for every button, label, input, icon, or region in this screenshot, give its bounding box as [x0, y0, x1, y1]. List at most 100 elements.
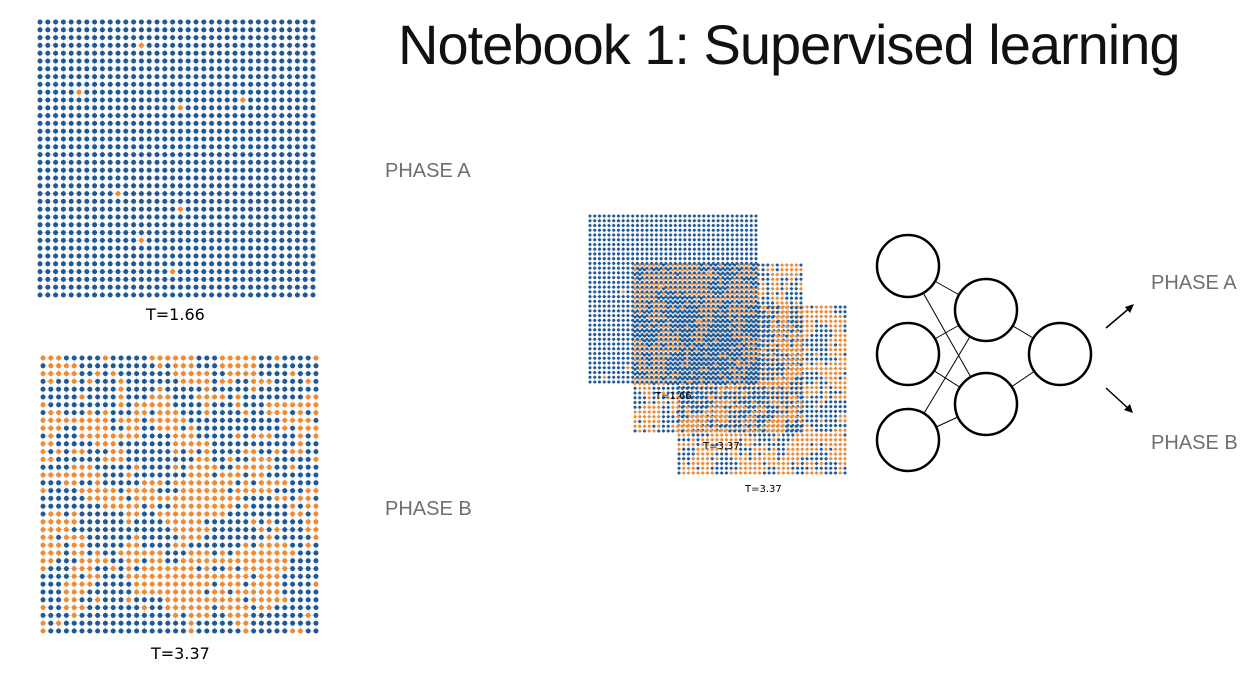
spin-site: [60, 284, 66, 290]
spin-site: [287, 198, 293, 204]
spin-site: [92, 230, 98, 236]
spin-site: [37, 58, 43, 64]
spin-site: [742, 329, 746, 333]
spin-site: [107, 245, 113, 251]
spin-site: [302, 222, 308, 228]
spin-site: [805, 367, 809, 371]
spin-site: [756, 339, 760, 343]
spin-site: [756, 348, 760, 352]
spin-site: [752, 296, 756, 300]
spin-site: [92, 245, 98, 251]
spin-site: [149, 456, 155, 462]
spin-site: [107, 206, 113, 212]
spin-site: [110, 363, 116, 369]
spin-site: [794, 272, 798, 277]
spin-site: [794, 291, 798, 295]
spin-site: [824, 362, 828, 366]
spin-site: [188, 503, 194, 509]
spin-site: [752, 367, 756, 371]
spin-site: [723, 296, 727, 300]
spin-site: [761, 396, 765, 400]
spin-site: [652, 310, 656, 314]
spin-site: [56, 417, 62, 423]
spin-site: [775, 396, 779, 400]
spin-site: [79, 386, 85, 392]
spin-site: [799, 377, 803, 381]
spin-site: [753, 433, 757, 437]
spin-site: [180, 527, 186, 533]
spin-site: [290, 355, 296, 361]
spin-site: [752, 310, 756, 314]
spin-site: [647, 363, 651, 367]
spin-site: [766, 377, 770, 381]
spin-site: [833, 424, 838, 428]
spin-site: [642, 277, 647, 281]
spin-site: [45, 183, 51, 189]
spin-site: [92, 175, 98, 181]
spin-site: [805, 338, 809, 342]
spin-site: [282, 620, 288, 626]
spin-site: [92, 128, 98, 134]
spin-site: [134, 597, 140, 603]
spin-site: [115, 230, 121, 236]
spin-site: [680, 348, 684, 352]
spin-site: [701, 466, 705, 470]
spin-site: [762, 452, 766, 456]
spin-site: [661, 348, 665, 352]
spin-site: [671, 291, 675, 295]
spin-site: [84, 183, 90, 189]
spin-site: [227, 449, 233, 455]
spin-site: [699, 396, 703, 400]
spin-site: [274, 456, 280, 462]
spin-site: [165, 472, 171, 478]
spin-site: [170, 66, 176, 72]
spin-site: [690, 377, 694, 381]
spin-site: [695, 344, 699, 348]
spin-site: [310, 42, 316, 48]
spin-site: [838, 414, 842, 418]
spin-site: [752, 315, 756, 319]
spin-site: [282, 542, 288, 548]
spin-site: [647, 306, 651, 310]
spin-site: [723, 301, 727, 305]
spin-site: [690, 315, 694, 319]
spin-site: [162, 42, 168, 48]
spin-site: [138, 27, 144, 33]
spin-site: [753, 447, 757, 451]
spin-site: [780, 320, 784, 324]
spin-site: [95, 425, 101, 431]
spin-site: [204, 402, 210, 408]
spin-site: [704, 291, 708, 295]
spin-site: [695, 339, 699, 343]
spin-site: [718, 315, 722, 319]
spin-site: [173, 488, 179, 494]
spin-site: [833, 314, 838, 319]
spin-site: [671, 277, 675, 281]
spin-site: [134, 566, 140, 572]
spin-site: [209, 206, 215, 212]
spin-site: [756, 315, 760, 319]
spin-site: [266, 527, 272, 533]
spin-site: [118, 363, 124, 369]
spin-site: [240, 159, 246, 165]
spin-site: [833, 381, 838, 385]
spin-site: [305, 503, 311, 509]
spin-site: [734, 471, 738, 475]
spin-site: [263, 206, 269, 212]
spin-site: [833, 447, 838, 451]
spin-site: [115, 276, 121, 282]
spin-site: [739, 433, 743, 437]
spin-site: [240, 144, 246, 150]
spin-site: [652, 315, 656, 319]
spin-site: [110, 628, 116, 634]
spin-site: [157, 480, 163, 486]
spin-site: [209, 97, 215, 103]
spin-site: [99, 206, 105, 212]
spin-site: [710, 452, 714, 456]
spin-site: [263, 97, 269, 103]
spin-site: [733, 320, 737, 324]
spin-site: [84, 66, 90, 72]
spin-site: [781, 443, 785, 447]
spin-site: [37, 66, 43, 72]
spin-site: [691, 443, 695, 447]
